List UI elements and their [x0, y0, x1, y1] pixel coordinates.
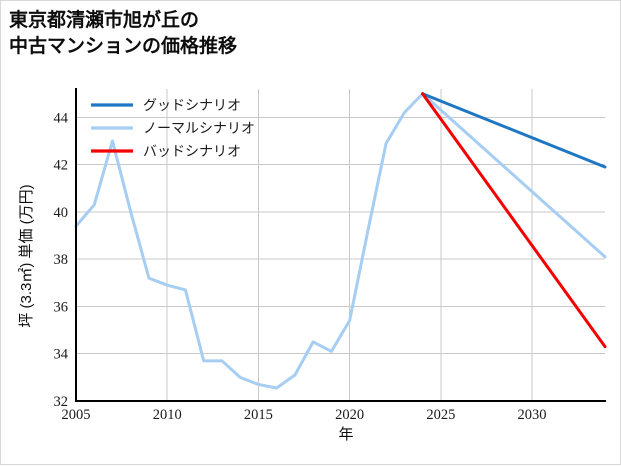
y-axis-title: 坪 (3.3㎡) 単価 (万円) [18, 184, 35, 327]
y-tick-label: 34 [54, 347, 69, 363]
y-tick-label: 36 [54, 299, 69, 315]
legend-label-1: グッドシナリオ [143, 98, 241, 114]
axis-spines [74, 88, 606, 403]
chart-series-layer [74, 92, 607, 390]
series-line-2 [74, 92, 607, 390]
series-line-3 [421, 92, 607, 349]
x-tick-label: 2015 [244, 407, 273, 423]
x-tick-label: 2030 [518, 407, 547, 423]
legend-label-3: バッドシナリオ [143, 145, 241, 160]
y-tick-label: 40 [54, 205, 69, 221]
x-tick-label: 2005 [62, 407, 91, 423]
y-tick-label: 32 [54, 394, 69, 410]
x-tick-label: 2025 [426, 407, 455, 423]
series-line-1 [421, 92, 607, 169]
y-tick-label: 38 [54, 252, 69, 268]
x-tick-label: 2010 [153, 407, 182, 423]
x-tick-labels: 2005 2010 2015 2020 2025 2030 [62, 407, 547, 423]
y-tick-label: 42 [54, 158, 69, 174]
y-tick-labels: 32 34 36 38 40 42 44 [54, 110, 69, 410]
x-axis-title: 年 [338, 426, 353, 443]
page-title: 東京都清瀬市旭が丘の 中古マンションの価格推移 [9, 10, 238, 57]
legend-label-2: ノーマルシナリオ [143, 122, 255, 137]
y-tick-label: 44 [54, 110, 69, 126]
x-tick-label: 2020 [335, 407, 364, 423]
